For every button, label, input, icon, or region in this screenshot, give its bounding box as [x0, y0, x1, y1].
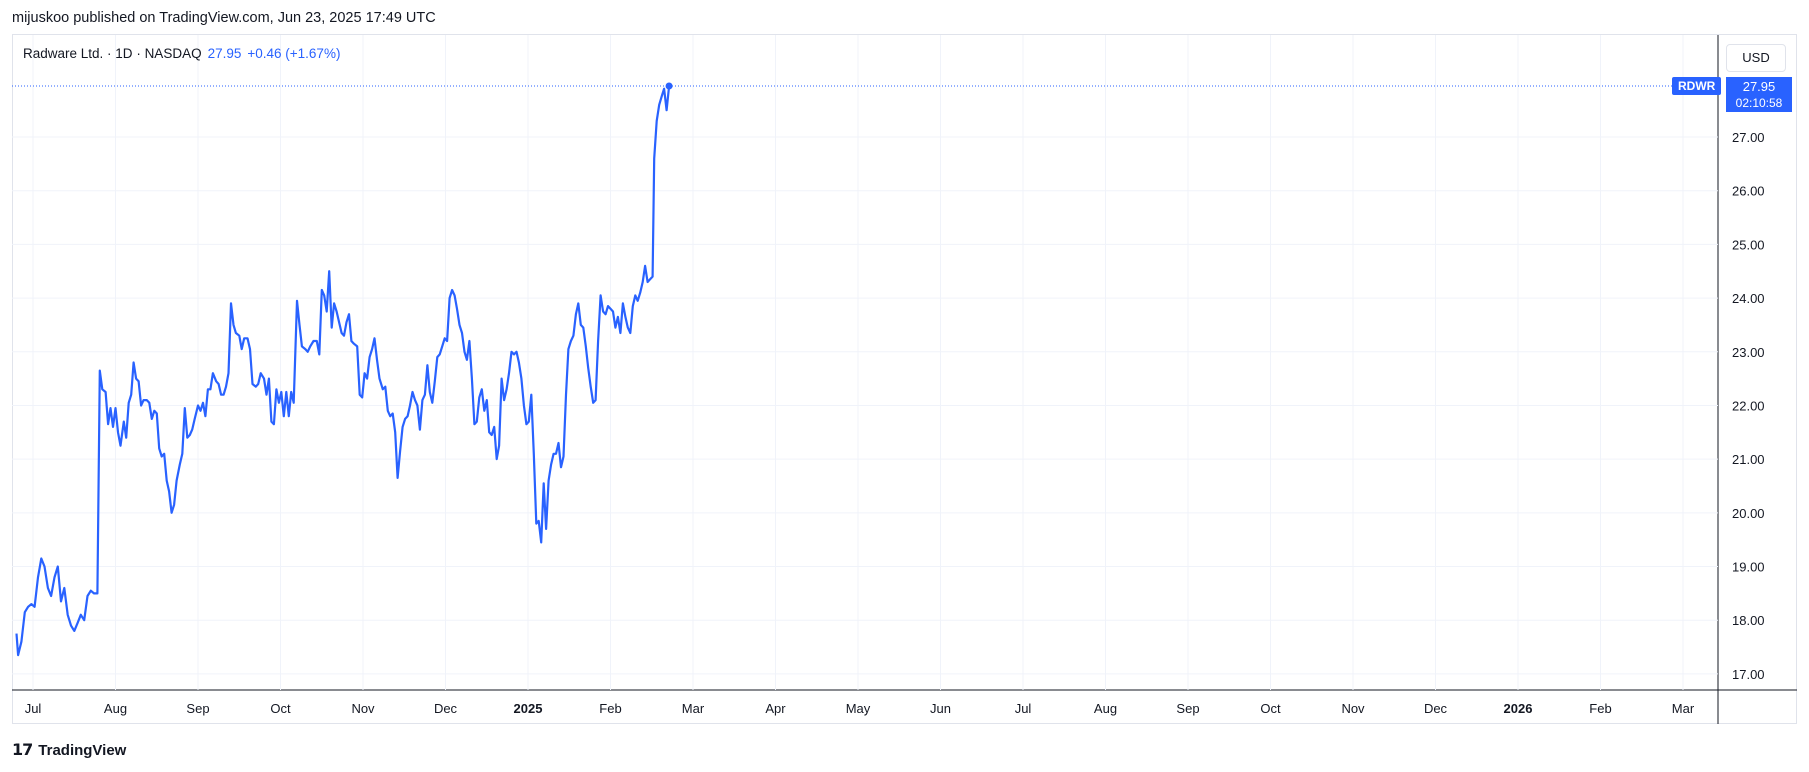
x-tick-label: Aug: [104, 701, 127, 716]
price-change: +0.46 (+1.67%): [247, 46, 341, 61]
price-line: [15, 85, 671, 657]
chart-frame[interactable]: [12, 34, 1797, 724]
y-tick-label: 17.00: [1732, 667, 1765, 682]
currency-button[interactable]: USD: [1726, 44, 1786, 72]
legend-separator: ·: [132, 46, 145, 61]
price-axis: 17.00 18.00 19.00 20.00 21.00 22.00 23.00 24.00…: [1726, 77, 1792, 682]
y-tick-label: 19.00: [1732, 560, 1765, 575]
last-price: 27.95: [207, 46, 242, 61]
y-tick-label: 21.00: [1732, 452, 1765, 467]
x-tick-label: Dec: [1424, 701, 1448, 716]
exchange-label: NASDAQ: [144, 46, 202, 61]
y-tick-label: 23.00: [1732, 345, 1765, 360]
last-price-label-bg: [1726, 77, 1792, 96]
x-tick-label: Mar: [1672, 701, 1695, 716]
legend-separator: ·: [103, 46, 116, 61]
y-tick-label: 26.00: [1732, 184, 1765, 199]
y-tick-label: 24.00: [1732, 291, 1765, 306]
x-tick-label: Feb: [599, 701, 621, 716]
y-tick-label: 27.00: [1732, 130, 1765, 145]
x-tick-label: Dec: [434, 701, 458, 716]
x-tick-label: 2026: [1504, 701, 1533, 716]
tradingview-logo[interactable]: 𝟭𝟳 TradingView: [12, 740, 126, 760]
x-tick-label: Jul: [1015, 701, 1032, 716]
x-tick-label: Sep: [1176, 701, 1199, 716]
symbol-name: Radware Ltd.: [23, 46, 104, 61]
tradingview-logo-icon: 𝟭𝟳: [12, 742, 33, 759]
symbol-badge: RDWR: [1672, 77, 1722, 95]
interval-label: 1D: [115, 46, 133, 61]
bar-countdown-badge: 02:10:58: [1726, 95, 1792, 112]
x-tick-label: Oct: [1260, 701, 1281, 716]
x-tick-label: Sep: [186, 701, 209, 716]
last-price-label-text: 27.95: [1743, 79, 1776, 94]
x-tick-label: 2025: [514, 701, 543, 716]
y-tick-label: 20.00: [1732, 506, 1765, 521]
tradingview-brand: TradingView: [38, 741, 127, 759]
price-series: [12, 82, 1718, 657]
x-tick-label: Oct: [270, 701, 291, 716]
last-price-label: 27.95: [1726, 77, 1792, 96]
y-tick-label: 22.00: [1732, 398, 1765, 413]
x-tick-label: Mar: [682, 701, 705, 716]
last-point-marker: [665, 82, 673, 90]
x-tick-label: Nov: [1341, 701, 1365, 716]
chart-grid: [12, 35, 1797, 724]
y-tick-label: 18.00: [1732, 613, 1765, 628]
x-tick-label: Apr: [765, 701, 786, 716]
x-tick-label: May: [846, 701, 871, 716]
x-tick-label: Jun: [930, 701, 951, 716]
chart-legend[interactable]: Radware Ltd. · 1D · NASDAQ 27.95 +0.46 (+1…: [23, 46, 340, 61]
y-tick-label: 25.00: [1732, 237, 1765, 252]
publisher-line: mijuskoo published on TradingView.com, J…: [12, 10, 436, 26]
time-axis: Jul Aug Sep Oct Nov Dec 2025 Feb Mar Apr May Jun Jul…: [25, 701, 1695, 716]
x-tick-label: Nov: [351, 701, 375, 716]
x-tick-label: Jul: [25, 701, 42, 716]
x-tick-label: Aug: [1094, 701, 1117, 716]
x-tick-label: Feb: [1589, 701, 1611, 716]
